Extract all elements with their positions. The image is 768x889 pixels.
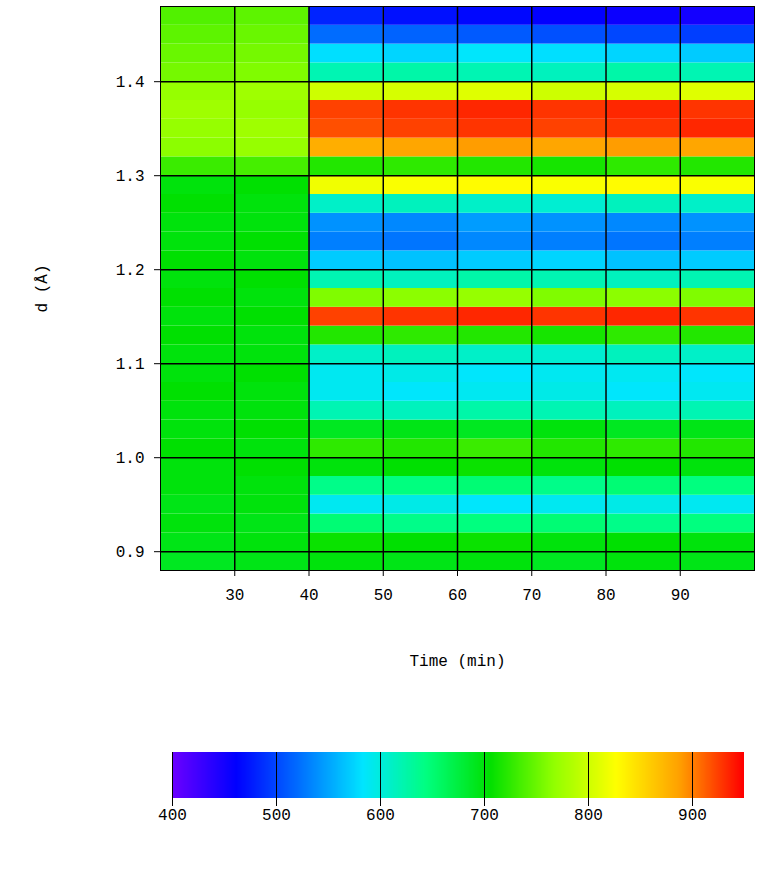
svg-text:30: 30 — [225, 587, 244, 605]
svg-text:700: 700 — [470, 807, 499, 825]
svg-text:1.0: 1.0 — [116, 450, 145, 468]
svg-text:d (Å): d (Å) — [34, 264, 52, 312]
svg-text:1.1: 1.1 — [116, 356, 145, 374]
svg-text:400: 400 — [158, 807, 187, 825]
svg-text:40: 40 — [299, 587, 318, 605]
svg-text:500: 500 — [262, 807, 291, 825]
svg-text:Time (min): Time (min) — [409, 653, 505, 671]
svg-text:0.9: 0.9 — [116, 544, 145, 562]
svg-text:70: 70 — [522, 587, 541, 605]
svg-text:800: 800 — [574, 807, 603, 825]
svg-text:50: 50 — [374, 587, 393, 605]
svg-text:900: 900 — [678, 807, 707, 825]
svg-text:90: 90 — [671, 587, 690, 605]
svg-text:1.4: 1.4 — [116, 74, 145, 92]
svg-text:600: 600 — [366, 807, 395, 825]
svg-text:60: 60 — [448, 587, 467, 605]
svg-text:80: 80 — [596, 587, 615, 605]
svg-text:1.3: 1.3 — [116, 168, 145, 186]
svg-text:1.2: 1.2 — [116, 262, 145, 280]
